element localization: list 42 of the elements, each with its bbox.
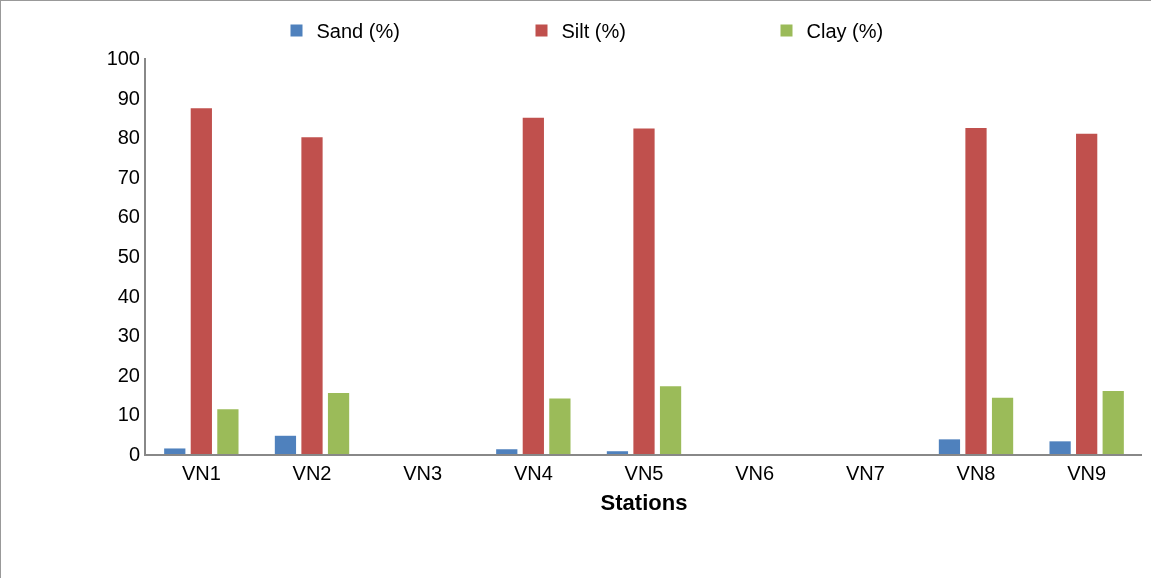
y-tick-label: 60 [117,205,140,228]
legend-label: Silt (%) [561,20,626,43]
x-tick-label: VN9 [1067,462,1107,484]
y-tick-label: 20 [117,363,140,386]
x-tick-label: VN8 [956,462,996,484]
x-tick-label: VN5 [624,462,664,484]
legend-label: Sand (%) [316,20,400,43]
legend-label: Clay (%) [806,20,884,43]
y-tick-label: 100 [106,47,140,69]
x-axis-title: Stations [600,490,688,516]
bar [991,397,1014,454]
bar [549,398,571,454]
bar [274,435,297,454]
bar [938,439,961,454]
bar [190,108,212,454]
bar [217,409,239,454]
bar [301,137,323,454]
y-tick-label: 70 [117,165,140,188]
bar [1102,391,1124,454]
bar [965,128,987,454]
bar [522,117,544,454]
y-tick-label: 30 [117,324,140,347]
bar [1049,441,1071,454]
x-tick-label: VN7 [845,462,885,484]
bar [633,128,655,454]
x-tick-label: VN2 [292,462,332,484]
bar [606,451,629,454]
bar [164,448,186,454]
bar [1076,133,1098,454]
x-tick-label: VN3 [403,462,443,484]
y-tick-label: 90 [117,86,140,109]
bar [327,393,350,454]
x-tick-label: VN4 [513,462,553,484]
y-tick-label: 0 [128,443,140,465]
y-tick-label: 40 [117,284,140,307]
bar [496,449,518,454]
bar [659,386,682,454]
x-tick-label: VN1 [181,462,221,484]
y-tick-label: 50 [117,245,140,267]
x-tick-label: VN6 [735,462,775,484]
y-tick-label: 80 [117,126,140,149]
y-tick-label: 10 [117,403,140,426]
